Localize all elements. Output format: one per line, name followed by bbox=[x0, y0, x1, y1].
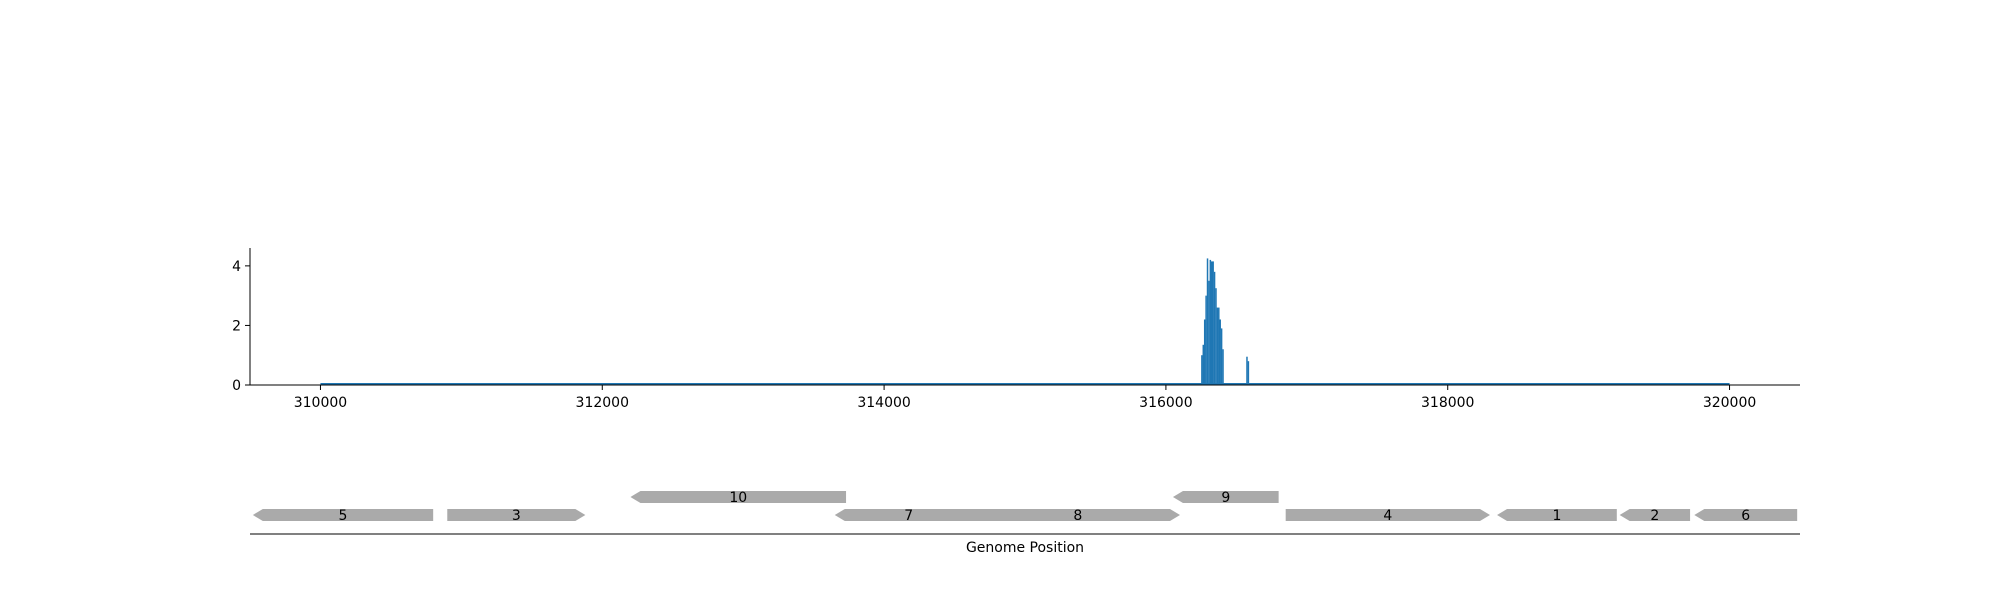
gene-label: 6 bbox=[1741, 508, 1750, 524]
coverage-bar bbox=[1211, 261, 1213, 385]
gene-arrow bbox=[1497, 509, 1617, 521]
gene-arrow bbox=[1285, 509, 1490, 521]
gene-arrow bbox=[252, 509, 434, 521]
coverage-bar bbox=[1212, 261, 1214, 385]
gene-label: 10 bbox=[729, 490, 747, 506]
coverage-bar bbox=[1201, 355, 1203, 385]
coverage-bar bbox=[1219, 319, 1221, 385]
gene-arrow bbox=[630, 491, 847, 503]
coverage-bar bbox=[1218, 307, 1220, 385]
gene-arrow bbox=[447, 509, 586, 521]
y-tick-label: 0 bbox=[232, 378, 241, 394]
coverage-bars bbox=[1201, 258, 1250, 385]
x-tick-label: 316000 bbox=[1139, 395, 1192, 411]
coverage-bar bbox=[1220, 328, 1223, 385]
coverage-bar bbox=[1202, 344, 1205, 385]
coverage-bar bbox=[1216, 307, 1219, 385]
x-tick-label: 320000 bbox=[1703, 395, 1756, 411]
gene-label: 5 bbox=[339, 508, 348, 524]
x-tick-label: 318000 bbox=[1421, 395, 1474, 411]
coverage-bar bbox=[1203, 319, 1206, 385]
gene-arrow bbox=[975, 509, 1180, 521]
gene-label: 1 bbox=[1552, 508, 1561, 524]
coverage-bar bbox=[1209, 259, 1212, 385]
coverage-bar bbox=[1247, 361, 1250, 385]
gene-label: 8 bbox=[1073, 508, 1082, 524]
coverage-bar bbox=[1205, 295, 1207, 385]
gene-arrow bbox=[834, 509, 983, 521]
gene-track: 5 3 10 7 8 9 4 1 2 6 bbox=[252, 490, 1798, 524]
coverage-bar bbox=[1213, 271, 1216, 385]
gene-arrow bbox=[1619, 509, 1691, 521]
gene-label: 2 bbox=[1650, 508, 1659, 524]
gene-arrow bbox=[1694, 509, 1798, 521]
x-axis-ticks: 310000 312000 314000 316000 318000 320000 bbox=[294, 385, 1756, 411]
coverage-bar bbox=[1222, 349, 1224, 385]
x-tick-label: 310000 bbox=[294, 395, 347, 411]
gene-label: 3 bbox=[512, 508, 521, 524]
gene-label: 4 bbox=[1383, 508, 1392, 524]
coverage-bar bbox=[1208, 280, 1210, 385]
gene-label: 9 bbox=[1221, 490, 1230, 506]
y-tick-label: 2 bbox=[232, 318, 241, 334]
coverage-bar bbox=[1246, 356, 1248, 385]
x-tick-label: 314000 bbox=[857, 395, 910, 411]
gene-label: 7 bbox=[904, 508, 913, 524]
y-tick-label: 4 bbox=[232, 259, 241, 275]
coverage-bar bbox=[1206, 258, 1209, 385]
x-tick-label: 312000 bbox=[576, 395, 629, 411]
x-axis-label: Genome Position bbox=[966, 540, 1084, 556]
coverage-bar bbox=[1215, 288, 1217, 385]
gene-arrow bbox=[1172, 491, 1279, 503]
y-axis-ticks: 0 2 4 bbox=[232, 259, 250, 394]
